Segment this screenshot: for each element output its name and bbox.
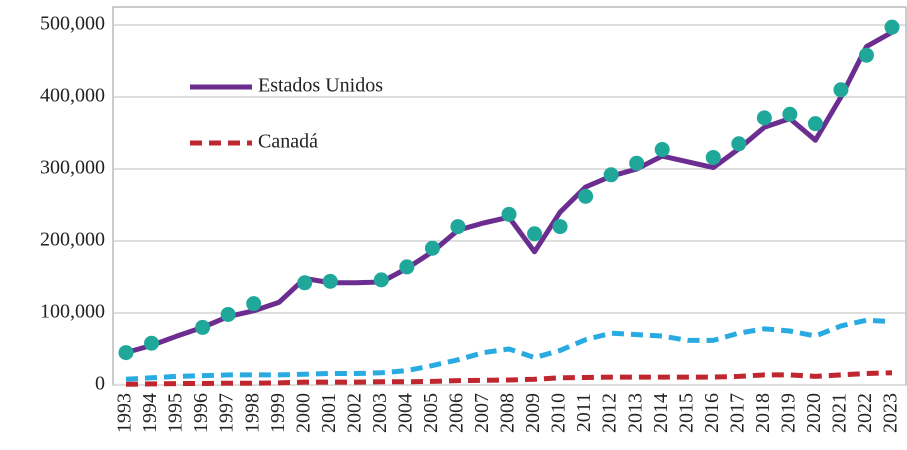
y-tick-label: 0 [95,373,105,395]
x-tick-label: 1994 [139,393,161,433]
x-tick-label: 2013 [624,393,646,433]
x-tick-label: 2015 [675,393,697,433]
x-tick-label: 2001 [318,393,340,433]
x-tick-label: 2009 [522,393,544,433]
data-point [654,142,670,158]
data-point [756,110,772,126]
x-tick-label: 2007 [471,393,493,433]
x-tick-label: 1995 [165,393,187,433]
x-tick-label: 2023 [880,393,902,433]
series-line [125,317,893,382]
x-tick-label: 2004 [394,393,416,433]
data-point [705,149,721,165]
data-point [424,240,440,256]
series-line [125,30,894,356]
x-tick-label: 2011 [573,393,595,432]
data-point [450,219,466,235]
data-point [501,206,517,222]
x-tick-label: 2017 [726,393,748,433]
x-tick-label: 2012 [599,393,621,433]
y-tick-label: 400,000 [40,85,105,107]
x-tick-label: 2002 [343,393,365,433]
x-tick-label: 2018 [752,393,774,433]
x-tick-label: 2022 [854,393,876,433]
data-point [629,155,645,171]
data-point [603,167,619,183]
data-point [782,106,798,122]
data-point [144,335,160,351]
x-tick-label: 1998 [241,393,263,433]
x-tick-label: 2006 [446,393,468,433]
data-point [884,19,900,35]
data-point [246,296,262,312]
data-point [195,319,211,335]
x-tick-label: 1996 [190,393,212,433]
x-tick-label: 2021 [829,393,851,433]
x-tick-label: 2008 [497,393,519,433]
legend-label: Estados Unidos [258,75,383,97]
x-tick-label: 2005 [420,393,442,433]
x-tick-label: 2003 [369,393,391,433]
data-point [118,345,134,361]
x-tick-label: 2010 [548,393,570,433]
y-tick-label: 300,000 [40,157,105,179]
data-point [552,219,568,235]
x-tick-label: 1993 [114,393,136,433]
x-tick-label: 1999 [267,393,289,433]
y-tick-label: 500,000 [40,13,105,35]
legend-label: Canadá [258,131,318,153]
data-point [322,273,338,289]
data-point [399,259,415,275]
x-tick-label: 2014 [650,393,672,433]
x-tick-label: 2000 [292,393,314,433]
data-point [833,82,849,98]
data-point [297,275,313,291]
data-point [527,226,543,242]
x-tick-label: 2020 [803,393,825,433]
y-tick-label: 100,000 [40,301,105,323]
series-line [125,370,893,387]
data-point [220,306,236,322]
x-tick-label: 2016 [701,393,723,433]
data-point [807,116,823,132]
data-point [373,272,389,288]
x-tick-label: 1997 [216,393,238,433]
data-point [731,136,747,152]
data-point [578,188,594,204]
x-tick-label: 2019 [777,393,799,433]
y-tick-label: 200,000 [40,229,105,251]
data-point [858,47,874,63]
